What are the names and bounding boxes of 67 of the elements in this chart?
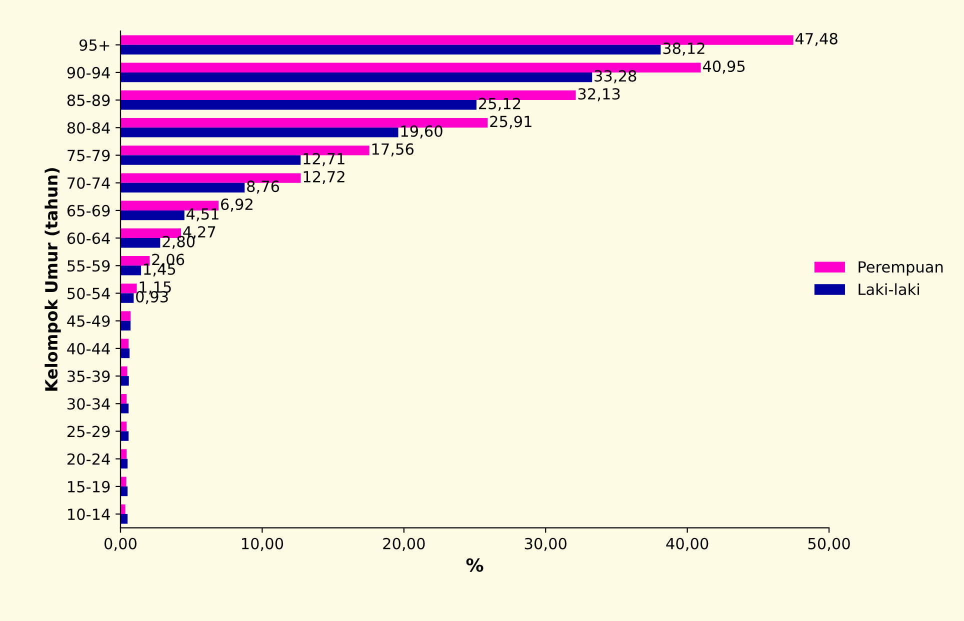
data-label: 32,13 [578, 88, 620, 102]
bar [120, 486, 128, 496]
bar [120, 449, 127, 459]
y-tick-label: 50-54 [68, 288, 110, 300]
data-label: 25,12 [478, 98, 520, 111]
bar [120, 514, 128, 524]
y-tick-label: 65-69 [67, 204, 110, 216]
bar [120, 431, 129, 441]
x-tick-label: 0,00 [104, 538, 136, 551]
bar [120, 238, 160, 248]
data-label: 8,76 [247, 180, 280, 194]
bar [120, 72, 592, 82]
x-tick-label: 40,00 [666, 538, 708, 551]
bar [120, 348, 130, 358]
bar [120, 404, 129, 414]
y-axis-title: Kelompok Umur (tahun) [44, 168, 61, 391]
bar [120, 293, 134, 303]
y-tick-label: 25-29 [68, 426, 110, 438]
bar [120, 338, 129, 348]
bar [120, 366, 128, 376]
legend-label: Perempuan [858, 261, 943, 276]
y-tick-label: 90-94 [67, 66, 110, 78]
y-tick-label: 70-74 [68, 177, 110, 189]
bar [120, 182, 245, 193]
bar [120, 128, 398, 138]
bar [120, 311, 131, 321]
y-tick-label: 55-59 [68, 260, 110, 272]
data-label: 4,51 [186, 208, 218, 222]
bar [120, 284, 137, 294]
data-label: 19,60 [401, 125, 442, 138]
bar [120, 504, 126, 514]
y-tick-label: 60-64 [67, 232, 110, 244]
x-tick-label: 50,00 [808, 538, 850, 551]
x-tick-label: 10,00 [242, 538, 284, 551]
data-label: 17,56 [372, 143, 414, 156]
y-tick-label: 45-49 [67, 315, 110, 327]
bar [120, 155, 301, 165]
bar [120, 476, 126, 486]
data-label: 12,71 [304, 152, 344, 166]
x-tick-label: 20,00 [383, 538, 425, 551]
data-label: 47,48 [795, 32, 838, 46]
bar [120, 376, 129, 386]
y-tick-label: 95+ [79, 39, 110, 51]
y-tick-label: 75-79 [68, 150, 110, 162]
bar [120, 266, 142, 276]
y-tick-label: 10-14 [68, 508, 110, 520]
bar [120, 320, 131, 331]
x-axis-title: % [466, 558, 484, 572]
data-label: 6,92 [221, 198, 252, 212]
y-tick-label: 35-39 [68, 370, 110, 382]
data-label: 12,72 [304, 170, 344, 184]
bar [120, 44, 661, 55]
y-tick-label: 20-24 [68, 453, 110, 465]
data-label: 40,95 [702, 60, 745, 74]
data-label: 25,91 [490, 116, 532, 129]
bar [120, 100, 476, 110]
y-tick-label: 80-84 [67, 122, 110, 134]
y-tick-label: 40-44 [67, 342, 110, 354]
data-label: 38,12 [663, 42, 704, 56]
legend-label: Laki-laki [858, 283, 919, 296]
data-label: 33,28 [594, 70, 636, 84]
y-tick-label: 30-34 [68, 398, 110, 410]
x-tick-label: 30,00 [524, 538, 566, 551]
y-tick-label: 85-89 [67, 94, 110, 106]
bar [120, 210, 184, 220]
y-tick-label: 15-19 [68, 480, 110, 492]
bar [120, 458, 128, 469]
